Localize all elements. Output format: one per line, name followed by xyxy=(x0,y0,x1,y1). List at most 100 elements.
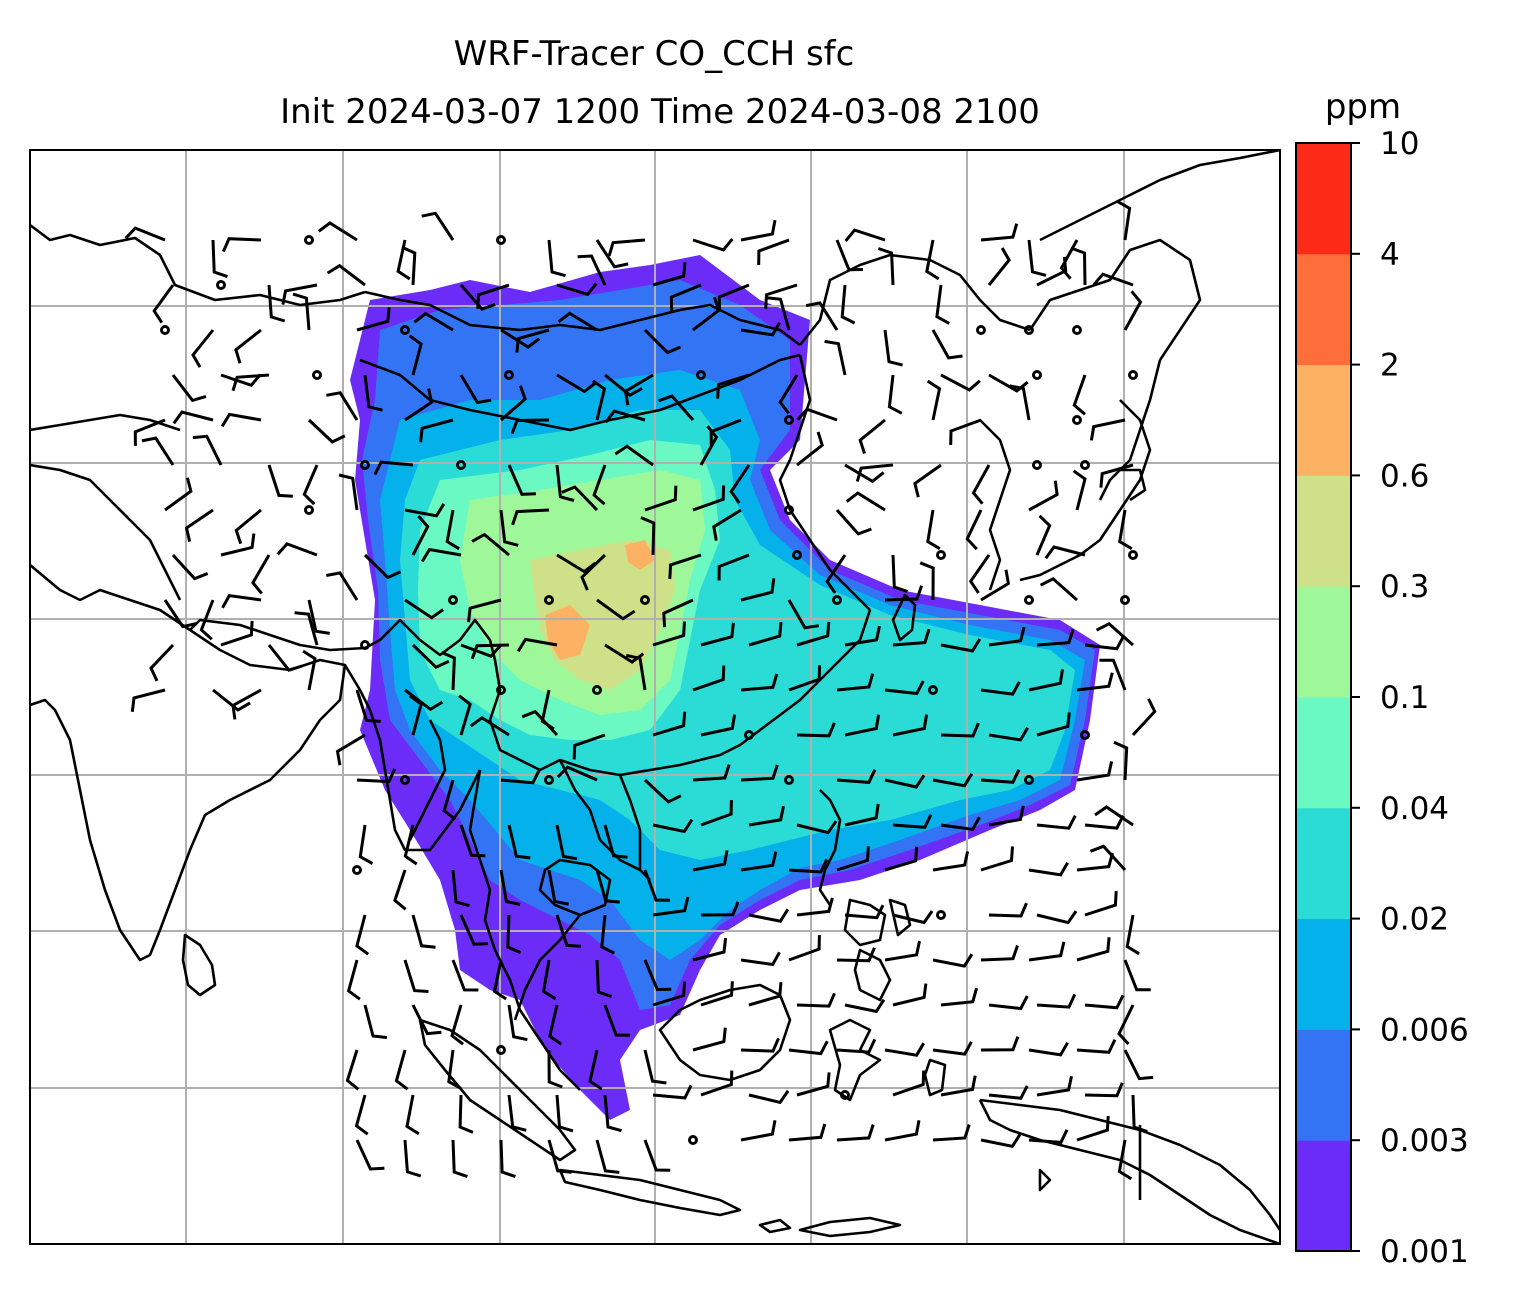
wind-barb xyxy=(405,1094,420,1136)
wind-barb xyxy=(1028,941,1066,962)
tracer-level-0.6-b xyxy=(625,540,655,570)
calm-wind-marker xyxy=(1032,460,1042,470)
wind-barb xyxy=(825,554,847,594)
wind-barb xyxy=(796,722,836,738)
wind-barb xyxy=(521,709,559,737)
wind-barb xyxy=(211,239,228,279)
wind-barb xyxy=(411,515,430,556)
calm-wind-marker xyxy=(496,1045,506,1055)
wind-barb xyxy=(884,774,926,789)
wind-barb xyxy=(892,1070,926,1097)
wind-barb xyxy=(458,1094,474,1134)
wind-barb xyxy=(692,1027,727,1052)
calm-wind-marker xyxy=(544,775,554,785)
wind-barb xyxy=(547,869,569,906)
wind-barb xyxy=(401,245,417,286)
wind-barb xyxy=(858,418,886,454)
wind-barb xyxy=(643,959,672,992)
wind-barb xyxy=(796,1072,831,1097)
wind-barb xyxy=(171,374,207,403)
wind-barb xyxy=(267,464,293,498)
wind-barb xyxy=(935,284,950,325)
calm-wind-marker xyxy=(400,325,410,335)
wind-barb xyxy=(844,228,886,242)
calm-wind-marker xyxy=(784,415,794,425)
calm-wind-marker xyxy=(1032,370,1042,380)
colorbar-tick-label: 4 xyxy=(1380,237,1400,273)
wind-barb xyxy=(404,388,434,422)
wind-barb xyxy=(171,553,209,581)
wind-barb xyxy=(326,263,366,287)
wind-barb xyxy=(419,418,454,443)
calm-wind-marker xyxy=(792,550,802,560)
colorbar-block xyxy=(1296,143,1351,255)
wind-barb xyxy=(980,1036,1020,1052)
wind-barb xyxy=(836,1038,877,1054)
wind-barb xyxy=(884,846,919,872)
wind-barb xyxy=(445,509,460,551)
wind-barb xyxy=(692,764,731,782)
wind-barb xyxy=(470,643,510,660)
calm-wind-marker xyxy=(216,280,226,290)
wind-barb xyxy=(835,239,863,272)
wind-barb xyxy=(557,311,598,332)
coastlines xyxy=(30,150,1280,1244)
wind-barb xyxy=(1036,712,1071,737)
calm-wind-marker xyxy=(448,595,458,605)
wind-barb xyxy=(251,554,271,595)
wind-barb xyxy=(1123,959,1151,992)
wind-barb xyxy=(604,409,646,424)
calm-wind-marker xyxy=(696,370,706,380)
wind-barb xyxy=(987,247,1011,286)
wind-barb xyxy=(1028,669,1064,692)
calm-wind-marker xyxy=(496,235,506,245)
wind-barb xyxy=(548,1004,563,1046)
wind-barb xyxy=(603,824,628,859)
calm-wind-marker xyxy=(688,1135,698,1145)
wind-barb xyxy=(500,328,541,349)
wind-barb xyxy=(836,846,870,872)
wind-barb xyxy=(764,283,798,309)
wind-barb xyxy=(220,620,254,647)
wind-barb xyxy=(572,733,606,760)
wind-barb xyxy=(919,561,935,601)
wind-barb xyxy=(796,431,824,467)
wind-barb xyxy=(980,1133,1022,1148)
wind-barb xyxy=(1084,635,1125,651)
wind-barb xyxy=(447,1049,462,1090)
wind-barb xyxy=(355,1139,385,1171)
wind-barb xyxy=(980,769,1021,784)
wind-barb xyxy=(805,301,839,331)
wind-barb xyxy=(788,858,829,874)
wind-barb xyxy=(625,653,647,691)
wind-barb xyxy=(692,485,726,512)
wind-barb xyxy=(788,1123,827,1142)
wind-barb xyxy=(913,463,942,498)
wind-barb xyxy=(668,553,702,579)
wind-barb xyxy=(740,673,779,692)
wind-barb xyxy=(748,908,790,923)
wind-barb xyxy=(580,553,607,591)
wind-barb xyxy=(363,553,402,580)
wind-barb xyxy=(212,688,251,712)
wind-barb xyxy=(492,959,508,1001)
wind-barb xyxy=(932,773,974,788)
wind-barb xyxy=(988,902,1028,918)
wind-barb xyxy=(931,329,963,360)
wind-barb xyxy=(1095,621,1134,647)
wind-barb xyxy=(555,464,575,502)
wind-barb xyxy=(1072,374,1087,416)
wind-barbs xyxy=(124,200,1157,1181)
colorbar-tick-label: 0.04 xyxy=(1380,791,1449,827)
wind-barb xyxy=(1099,658,1127,691)
wind-barb xyxy=(796,407,838,422)
wind-barb xyxy=(1117,1139,1133,1181)
wind-barb xyxy=(500,385,527,422)
wind-barb xyxy=(595,239,629,269)
wind-barb xyxy=(835,509,872,536)
wind-barb xyxy=(748,982,783,1007)
wind-barb xyxy=(883,329,903,367)
wind-barb xyxy=(451,869,470,908)
calm-wind-marker xyxy=(832,595,842,605)
